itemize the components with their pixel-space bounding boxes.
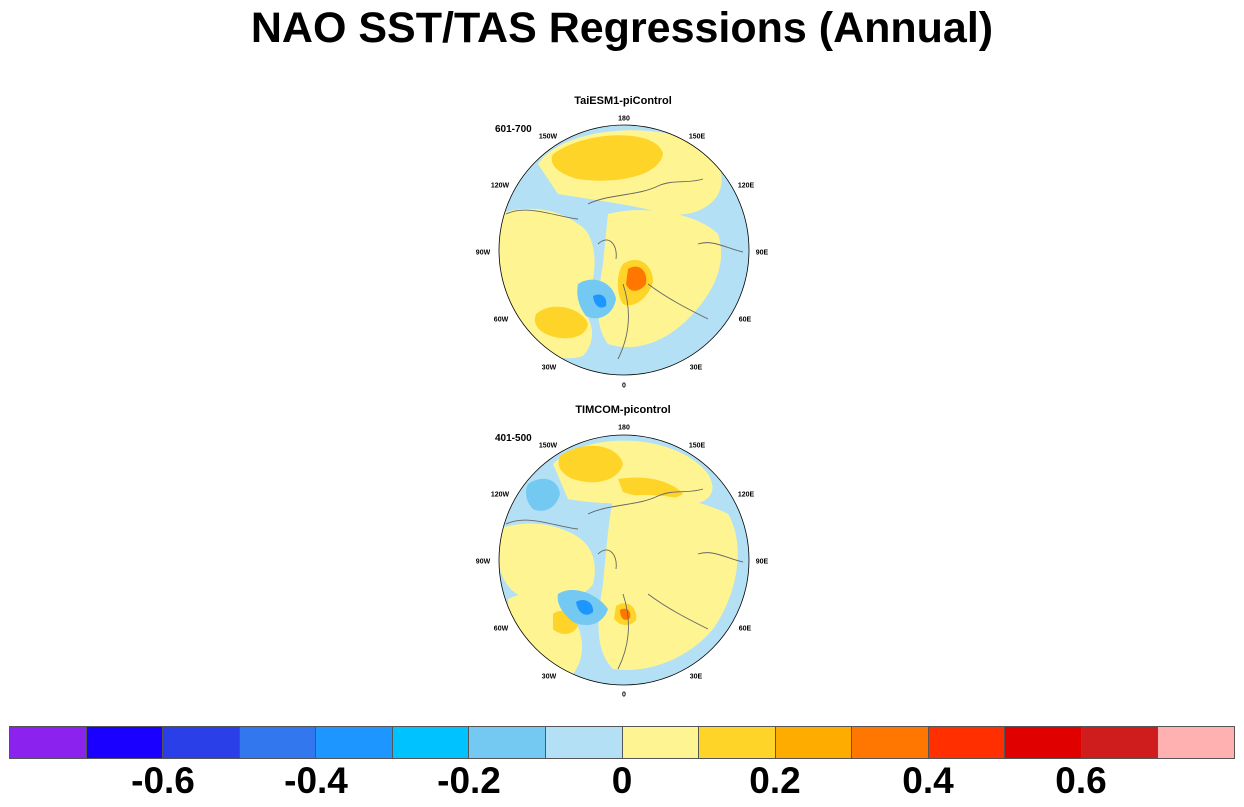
polar-map-2 xyxy=(498,434,750,686)
lon-label: 30E xyxy=(689,364,703,372)
lon-label: 30W xyxy=(541,364,557,372)
lon-label: 120E xyxy=(737,491,755,499)
lon-label: 60W xyxy=(493,625,509,633)
colorbar-box xyxy=(239,727,317,758)
colorbar-box xyxy=(545,727,623,758)
warm-region xyxy=(534,306,588,339)
warm-region xyxy=(551,135,663,181)
colorbar xyxy=(9,726,1235,759)
lon-label: 90E xyxy=(755,249,769,257)
lon-label: 120W xyxy=(490,182,510,190)
lon-label: 150E xyxy=(688,442,706,450)
lon-label: 60W xyxy=(493,316,509,324)
warm-region xyxy=(499,208,595,321)
lon-label: 150W xyxy=(538,133,558,141)
colorbar-box xyxy=(316,727,393,758)
colorbar-label: 0.6 xyxy=(1055,760,1107,801)
lon-label: 0 xyxy=(622,382,626,390)
cold-region xyxy=(593,294,607,308)
warm-region xyxy=(626,266,647,291)
panel-title-1: TaiESM1-piControl xyxy=(574,95,672,107)
lon-label: 150W xyxy=(538,442,558,450)
colorbar-box xyxy=(392,727,470,758)
colorbar-box xyxy=(1081,727,1159,758)
colorbar-label: -0.2 xyxy=(437,760,501,801)
colorbar-box xyxy=(163,727,240,758)
lon-label: 60E xyxy=(738,316,752,324)
colorbar-box xyxy=(86,727,164,758)
colorbar-label: -0.6 xyxy=(131,760,195,801)
land-outline xyxy=(505,488,744,670)
colorbar-label: -0.4 xyxy=(284,760,348,801)
colorbar-label: 0 xyxy=(611,760,633,801)
lon-label: 60E xyxy=(738,625,752,633)
colorbar-box xyxy=(928,727,1006,758)
lon-label: 120W xyxy=(490,491,510,499)
colorbar-box xyxy=(469,727,546,758)
lon-label: 180 xyxy=(618,424,630,432)
colorbar-box xyxy=(10,727,87,758)
warm-region xyxy=(499,523,595,601)
colorbar-box xyxy=(1005,727,1082,758)
period-label-2: 401-500 xyxy=(495,433,532,444)
cold-region xyxy=(576,600,594,615)
colorbar-box xyxy=(775,727,853,758)
cold-region xyxy=(525,478,560,511)
main-title: NAO SST/TAS Regressions (Annual) xyxy=(250,4,994,52)
lon-label: 30E xyxy=(689,673,703,681)
lon-label: 90W xyxy=(475,249,491,257)
period-label-1: 601-700 xyxy=(495,124,532,135)
colorbar-box xyxy=(699,727,776,758)
lon-label: 150E xyxy=(688,133,706,141)
land-outline xyxy=(505,178,744,360)
lon-label: 30W xyxy=(541,673,557,681)
lon-label: 180 xyxy=(618,115,630,123)
colorbar-box xyxy=(1158,727,1234,758)
lon-label: 120E xyxy=(737,182,755,190)
lon-label: 0 xyxy=(622,691,626,699)
colorbar-label: 0.4 xyxy=(902,760,954,801)
colorbar-box xyxy=(852,727,929,758)
colorbar-label: 0.2 xyxy=(749,760,801,801)
lon-label: 90W xyxy=(475,558,491,566)
polar-map-1 xyxy=(498,124,750,376)
panel-title-2: TIMCOM-picontrol xyxy=(575,404,671,416)
warm-region xyxy=(558,445,623,483)
lon-label: 90E xyxy=(755,558,769,566)
colorbar-box xyxy=(622,727,700,758)
